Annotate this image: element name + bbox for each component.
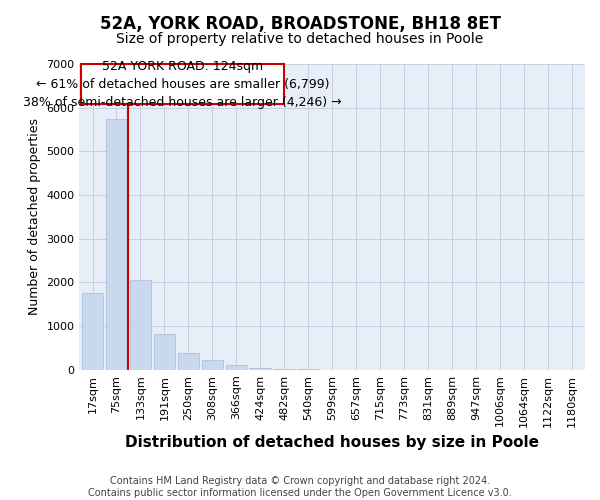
Bar xyxy=(226,365,247,370)
FancyBboxPatch shape xyxy=(81,64,284,104)
Y-axis label: Number of detached properties: Number of detached properties xyxy=(28,118,41,316)
Bar xyxy=(82,294,103,370)
Bar xyxy=(130,280,151,370)
Bar xyxy=(250,368,271,370)
Text: Size of property relative to detached houses in Poole: Size of property relative to detached ho… xyxy=(116,32,484,46)
Bar xyxy=(274,369,295,370)
Text: 52A YORK ROAD: 124sqm
← 61% of detached houses are smaller (6,799)
38% of semi-d: 52A YORK ROAD: 124sqm ← 61% of detached … xyxy=(23,60,342,108)
Bar xyxy=(202,360,223,370)
Text: Contains HM Land Registry data © Crown copyright and database right 2024.
Contai: Contains HM Land Registry data © Crown c… xyxy=(88,476,512,498)
Bar xyxy=(178,354,199,370)
Text: 52A, YORK ROAD, BROADSTONE, BH18 8ET: 52A, YORK ROAD, BROADSTONE, BH18 8ET xyxy=(100,15,500,33)
Bar xyxy=(154,334,175,370)
Bar xyxy=(106,118,127,370)
X-axis label: Distribution of detached houses by size in Poole: Distribution of detached houses by size … xyxy=(125,435,539,450)
